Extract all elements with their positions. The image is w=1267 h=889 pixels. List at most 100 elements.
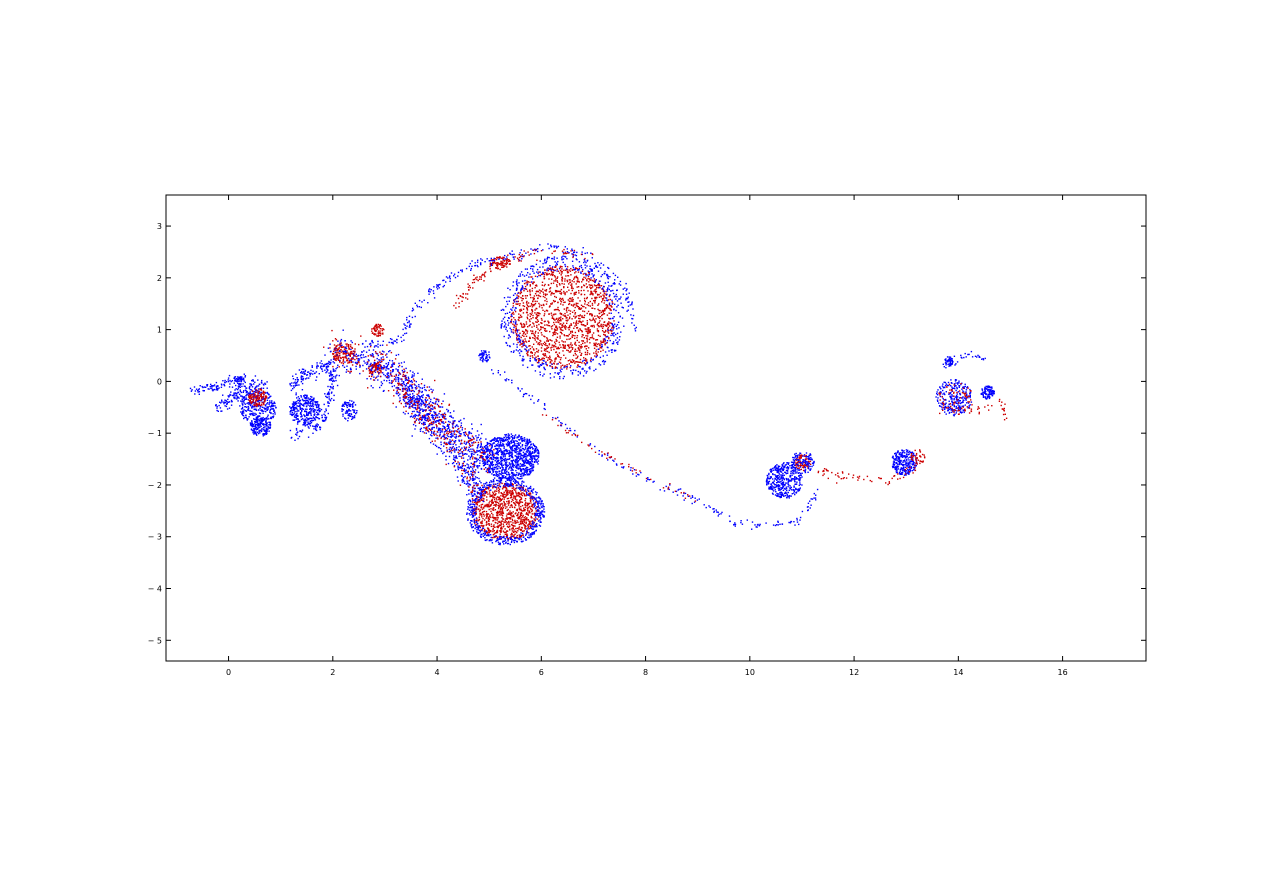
particle-blue: [304, 402, 306, 405]
particle-blue: [268, 421, 270, 423]
particle-blue: [619, 315, 621, 317]
particle-red: [551, 344, 553, 346]
particle-blue: [252, 425, 255, 427]
particle-blue: [530, 489, 533, 491]
particle-blue: [536, 271, 538, 273]
particle-red: [513, 317, 515, 319]
particle-red: [570, 342, 572, 344]
particle-blue: [527, 462, 530, 464]
particle-red: [511, 533, 513, 535]
particle-red: [585, 335, 587, 337]
particle-red: [481, 506, 483, 509]
particle-red: [532, 298, 535, 300]
particle-red: [260, 395, 262, 397]
particle-red: [584, 277, 587, 279]
particle-red: [507, 489, 509, 492]
particle-red: [497, 489, 500, 492]
particle-red: [502, 505, 504, 507]
particle-red: [533, 349, 535, 351]
particle-blue: [518, 449, 521, 451]
particle-blue: [584, 370, 586, 372]
particle-red: [566, 306, 568, 309]
particle-blue: [261, 427, 263, 430]
particle-blue: [522, 355, 524, 358]
particle-red: [508, 521, 510, 524]
particle-red: [542, 353, 545, 355]
particle-red: [529, 345, 531, 347]
particle-red: [538, 344, 541, 346]
particle-blue: [584, 264, 586, 266]
particle-blue: [520, 532, 522, 534]
particle-blue: [308, 399, 310, 401]
particle-red: [498, 484, 500, 487]
particle-blue: [498, 542, 501, 545]
particle-red: [593, 338, 595, 340]
particle-red: [473, 501, 476, 503]
particle-red: [476, 518, 478, 520]
particle-blue: [470, 503, 472, 505]
particle-blue: [488, 483, 491, 486]
particle-blue: [257, 432, 260, 435]
particle-red: [554, 319, 556, 321]
particle-blue: [252, 431, 254, 434]
particle-red: [554, 360, 556, 363]
particle-red: [555, 332, 557, 334]
particle-red: [255, 388, 257, 391]
particle-blue: [492, 483, 495, 485]
particle-red: [553, 344, 555, 347]
particle-red: [497, 522, 499, 525]
particle-red: [531, 517, 533, 519]
particle-red: [557, 308, 559, 311]
particle-blue: [293, 408, 296, 411]
particle-blue: [500, 327, 502, 329]
particle-blue: [517, 481, 519, 484]
particle-blue: [505, 459, 508, 461]
particle-blue: [582, 375, 585, 377]
particle-blue: [534, 504, 536, 506]
particle-blue: [529, 471, 531, 473]
particle-red: [522, 514, 524, 517]
particle-blue: [537, 460, 540, 462]
particle-red: [488, 528, 490, 531]
particle-red: [576, 305, 578, 307]
particle-red: [512, 331, 514, 333]
particle-blue: [592, 358, 594, 361]
particle-blue: [542, 514, 545, 516]
particle-red: [499, 512, 501, 514]
particle-red: [541, 304, 543, 307]
particle-red: [580, 289, 582, 292]
particle-blue: [526, 469, 528, 471]
particle-red: [569, 359, 571, 361]
particle-red: [487, 516, 490, 518]
particle-blue: [611, 349, 613, 351]
particle-blue: [490, 440, 492, 443]
particle-red: [604, 299, 606, 302]
particle-blue: [507, 440, 509, 442]
particle-blue: [505, 435, 507, 437]
particle-red: [490, 495, 493, 497]
particle-blue: [511, 463, 514, 465]
particle-blue: [519, 349, 521, 351]
particle-blue: [523, 471, 525, 473]
particle-blue: [549, 365, 551, 367]
particle-red: [525, 282, 527, 284]
particle-blue: [245, 395, 247, 397]
particle-blue: [507, 287, 509, 289]
particle-red: [516, 509, 518, 511]
particle-red: [597, 330, 600, 333]
particle-red: [539, 342, 541, 344]
particle-red: [533, 297, 535, 300]
particle-blue: [536, 523, 538, 525]
particle-blue: [510, 440, 512, 442]
particle-blue: [304, 421, 306, 424]
particle-red: [521, 316, 523, 318]
particle-blue: [495, 472, 498, 474]
particle-red: [541, 326, 543, 329]
particle-red: [566, 271, 569, 273]
particle-blue: [529, 536, 531, 538]
particle-blue: [520, 436, 523, 438]
particle-blue: [540, 500, 542, 502]
particle-red: [530, 351, 532, 353]
particle-blue: [612, 317, 614, 320]
particle-blue: [606, 293, 608, 295]
